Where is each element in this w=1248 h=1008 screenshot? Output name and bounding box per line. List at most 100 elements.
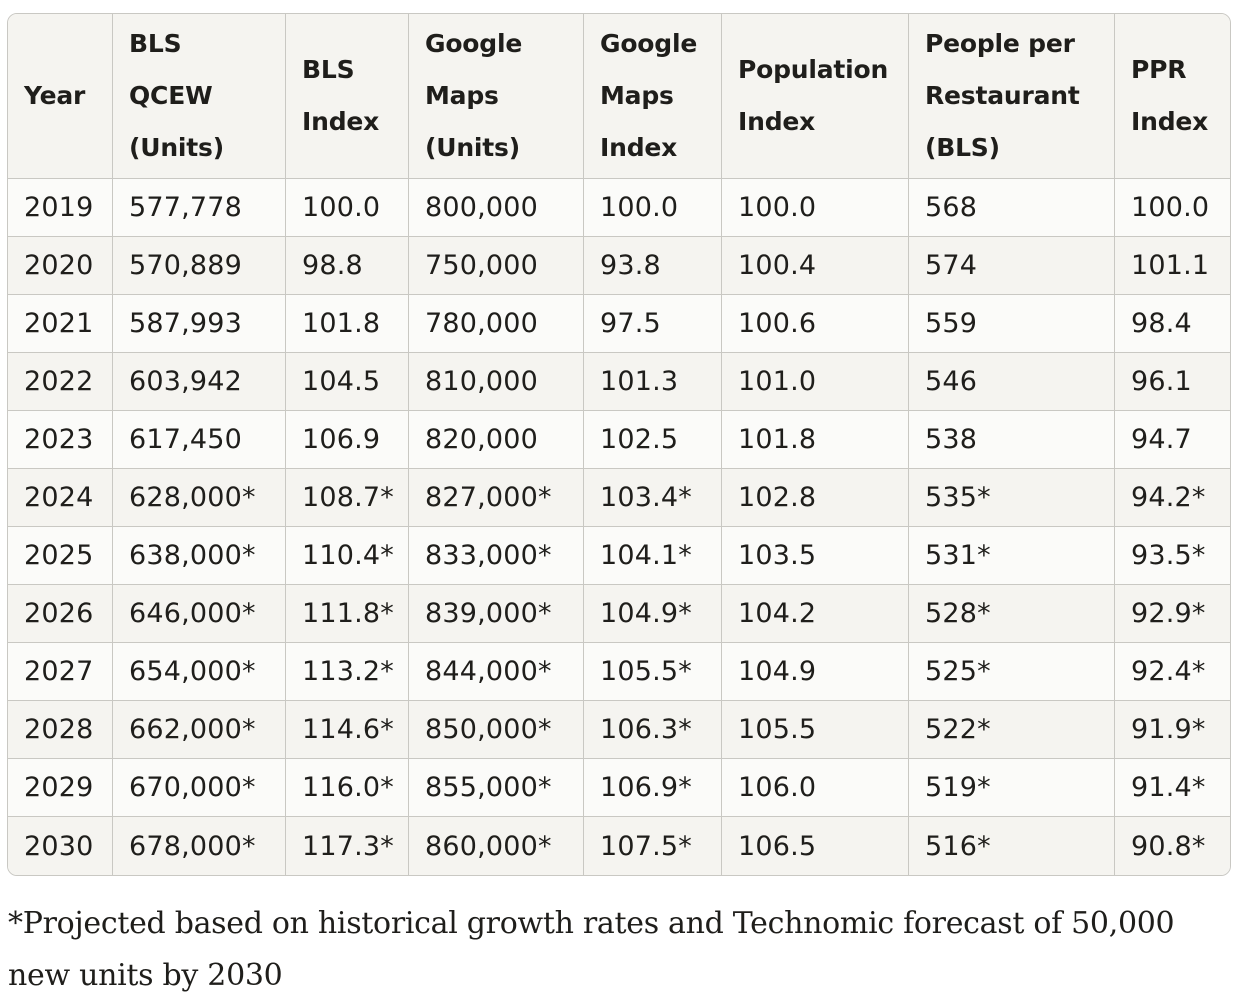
- table-cell: 522*: [909, 701, 1115, 759]
- table-cell: 603,942: [113, 353, 286, 411]
- table-cell: 617,450: [113, 411, 286, 469]
- table-cell: 92.9*: [1115, 585, 1230, 643]
- table-cell: 106.9*: [584, 759, 722, 817]
- table-cell: 2029: [8, 759, 113, 817]
- column-header: BLS QCEW (Units): [113, 14, 286, 179]
- column-header: Google Maps Index: [584, 14, 722, 179]
- table-cell: 104.9*: [584, 585, 722, 643]
- table-cell: 117.3*: [286, 817, 409, 875]
- table-cell: 101.0: [722, 353, 909, 411]
- column-header: Year: [8, 14, 113, 179]
- data-table: Year BLS QCEW (Units) BLS Index Google M…: [7, 13, 1231, 876]
- table-cell: 107.5*: [584, 817, 722, 875]
- table-cell: 670,000*: [113, 759, 286, 817]
- table-cell: 531*: [909, 527, 1115, 585]
- table-cell: 654,000*: [113, 643, 286, 701]
- table-cell: 106.3*: [584, 701, 722, 759]
- table-cell: 2021: [8, 295, 113, 353]
- column-header: BLS Index: [286, 14, 409, 179]
- table-row: 2028 662,000* 114.6* 850,000* 106.3* 105.5 522…: [8, 701, 1230, 759]
- table-cell: 750,000: [409, 237, 584, 295]
- table-cell: 646,000*: [113, 585, 286, 643]
- table-cell: 93.5*: [1115, 527, 1230, 585]
- table-row: 2025 638,000* 110.4* 833,000* 104.1* 103.5 531…: [8, 527, 1230, 585]
- table-cell: 577,778: [113, 179, 286, 237]
- table-cell: 102.8: [722, 469, 909, 527]
- table-cell: 638,000*: [113, 527, 286, 585]
- table-cell: 833,000*: [409, 527, 584, 585]
- table-row: 2030 678,000* 117.3* 860,000* 107.5* 106.5 516…: [8, 817, 1230, 875]
- table-cell: 93.8: [584, 237, 722, 295]
- table-cell: 628,000*: [113, 469, 286, 527]
- table-cell: 106.0: [722, 759, 909, 817]
- table-cell: 103.5: [722, 527, 909, 585]
- table-cell: 92.4*: [1115, 643, 1230, 701]
- table-cell: 105.5: [722, 701, 909, 759]
- table-cell: 101.8: [286, 295, 409, 353]
- table-row: 2024 628,000* 108.7* 827,000* 103.4* 102.8 535…: [8, 469, 1230, 527]
- table-cell: 100.0: [1115, 179, 1230, 237]
- table-cell: 2023: [8, 411, 113, 469]
- table-cell: 528*: [909, 585, 1115, 643]
- table-row: 2026 646,000* 111.8* 839,000* 104.9* 104.2 528…: [8, 585, 1230, 643]
- table-cell: 827,000*: [409, 469, 584, 527]
- table-cell: 2026: [8, 585, 113, 643]
- table-cell: 110.4*: [286, 527, 409, 585]
- table-cell: 810,000: [409, 353, 584, 411]
- table-cell: 114.6*: [286, 701, 409, 759]
- table-cell: 678,000*: [113, 817, 286, 875]
- table-cell: 2027: [8, 643, 113, 701]
- table-cell: 519*: [909, 759, 1115, 817]
- table-cell: 100.6: [722, 295, 909, 353]
- table-cell: 568: [909, 179, 1115, 237]
- table-cell: 538: [909, 411, 1115, 469]
- table-cell: 820,000: [409, 411, 584, 469]
- table-cell: 839,000*: [409, 585, 584, 643]
- table-row: 2029 670,000* 116.0* 855,000* 106.9* 106.0 519…: [8, 759, 1230, 817]
- table-cell: 587,993: [113, 295, 286, 353]
- table-cell: 98.8: [286, 237, 409, 295]
- table-cell: 101.1: [1115, 237, 1230, 295]
- table-cell: 2020: [8, 237, 113, 295]
- table-cell: 844,000*: [409, 643, 584, 701]
- table-cell: 91.9*: [1115, 701, 1230, 759]
- table-cell: 2025: [8, 527, 113, 585]
- table-cell: 2030: [8, 817, 113, 875]
- column-header: People per Restaurant (BLS): [909, 14, 1115, 179]
- table-cell: 516*: [909, 817, 1115, 875]
- table-row: 2020 570,889 98.8 750,000 93.8 100.4 574 101.1: [8, 237, 1230, 295]
- column-header: Population Index: [722, 14, 909, 179]
- table-cell: 662,000*: [113, 701, 286, 759]
- table-cell: 100.0: [286, 179, 409, 237]
- table-cell: 111.8*: [286, 585, 409, 643]
- table-cell: 94.2*: [1115, 469, 1230, 527]
- table-cell: 2019: [8, 179, 113, 237]
- table-cell: 2022: [8, 353, 113, 411]
- table-cell: 103.4*: [584, 469, 722, 527]
- table-cell: 570,889: [113, 237, 286, 295]
- table-cell: 102.5: [584, 411, 722, 469]
- table-cell: 855,000*: [409, 759, 584, 817]
- table-cell: 97.5: [584, 295, 722, 353]
- table-row: 2021 587,993 101.8 780,000 97.5 100.6 559 98.4: [8, 295, 1230, 353]
- table-cell: 800,000: [409, 179, 584, 237]
- table-cell: 98.4: [1115, 295, 1230, 353]
- table-cell: 104.9: [722, 643, 909, 701]
- table-cell: 574: [909, 237, 1115, 295]
- table-container: Year BLS QCEW (Units) BLS Index Google M…: [7, 13, 1231, 876]
- table-cell: 101.8: [722, 411, 909, 469]
- table-row: 2023 617,450 106.9 820,000 102.5 101.8 538 94.7: [8, 411, 1230, 469]
- table-row: 2019 577,778 100.0 800,000 100.0 100.0 568 100.…: [8, 179, 1230, 237]
- table-cell: 100.0: [722, 179, 909, 237]
- table-cell: 105.5*: [584, 643, 722, 701]
- table-cell: 559: [909, 295, 1115, 353]
- table-cell: 850,000*: [409, 701, 584, 759]
- table-cell: 104.5: [286, 353, 409, 411]
- table-cell: 525*: [909, 643, 1115, 701]
- table-cell: 108.7*: [286, 469, 409, 527]
- table-cell: 90.8*: [1115, 817, 1230, 875]
- footnote: *Projected based on historical growth ra…: [8, 906, 1175, 993]
- table-cell: 100.4: [722, 237, 909, 295]
- table-cell: 860,000*: [409, 817, 584, 875]
- table-cell: 101.3: [584, 353, 722, 411]
